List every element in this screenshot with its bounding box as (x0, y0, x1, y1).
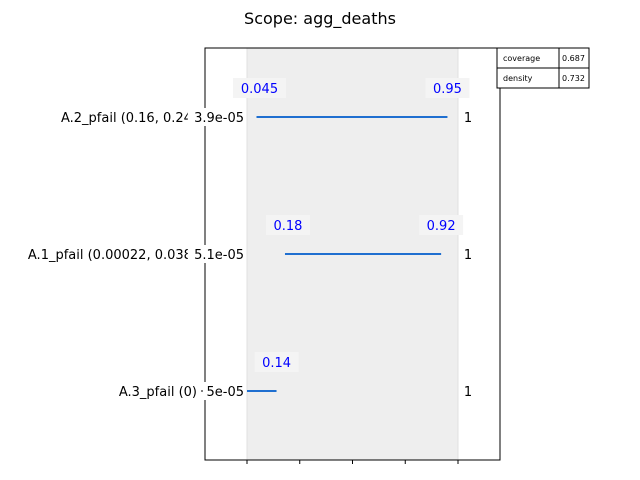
axes (201, 47, 501, 464)
min-label-1: 5.1e-05 (194, 248, 244, 263)
stats-value-coverage: 0.687 (562, 54, 585, 63)
hi-label-2: 0.14 (262, 356, 291, 371)
max-label-2: 1 (464, 385, 472, 400)
max-label-0: 1 (464, 111, 472, 126)
chart-title: Scope: agg_deaths (244, 9, 396, 29)
max-label-bg-2 (460, 382, 482, 400)
max-label-bg-1 (460, 245, 482, 263)
lo-label-0: 0.045 (241, 82, 278, 97)
hi-label-bg-1 (419, 215, 464, 235)
hi-label-bg-0 (425, 78, 470, 98)
stats-value-density: 0.732 (562, 74, 585, 83)
max-label-1: 1 (464, 248, 472, 263)
max-label-bg-0 (460, 108, 482, 126)
min-label-2: 5e-05 (206, 385, 244, 400)
chart-marks: A.2_pfail (0.16, 0.24)3.9e-05 1 0.045 0.95 A… (28, 78, 482, 400)
min-label-bg-1 (187, 245, 245, 263)
hi-label-0: 0.95 (433, 82, 462, 97)
row-label-2: A.3_pfail (0) (119, 385, 197, 400)
min-label-bg-0 (187, 108, 245, 126)
hi-label-1: 0.92 (427, 219, 456, 234)
stats-cell-value-1 (558, 67, 590, 89)
min-label-0: 3.9e-05 (194, 111, 244, 126)
stats-name-coverage: coverage (503, 54, 540, 63)
row-label-1: A.1_pfail (0.00022, 0.038) (28, 248, 197, 263)
lo-label-1: 0.18 (274, 219, 303, 234)
lo-label-bg-0 (232, 78, 286, 98)
hi-label-bg-2 (254, 352, 299, 372)
lo-label-bg-1 (265, 215, 310, 235)
row-label-0: A.2_pfail (0.16, 0.24) (61, 111, 197, 126)
stats-name-density: density (503, 74, 533, 83)
stats-table: coverage 0.687 density 0.732 (496, 47, 590, 89)
min-label-bg-2 (203, 382, 245, 400)
